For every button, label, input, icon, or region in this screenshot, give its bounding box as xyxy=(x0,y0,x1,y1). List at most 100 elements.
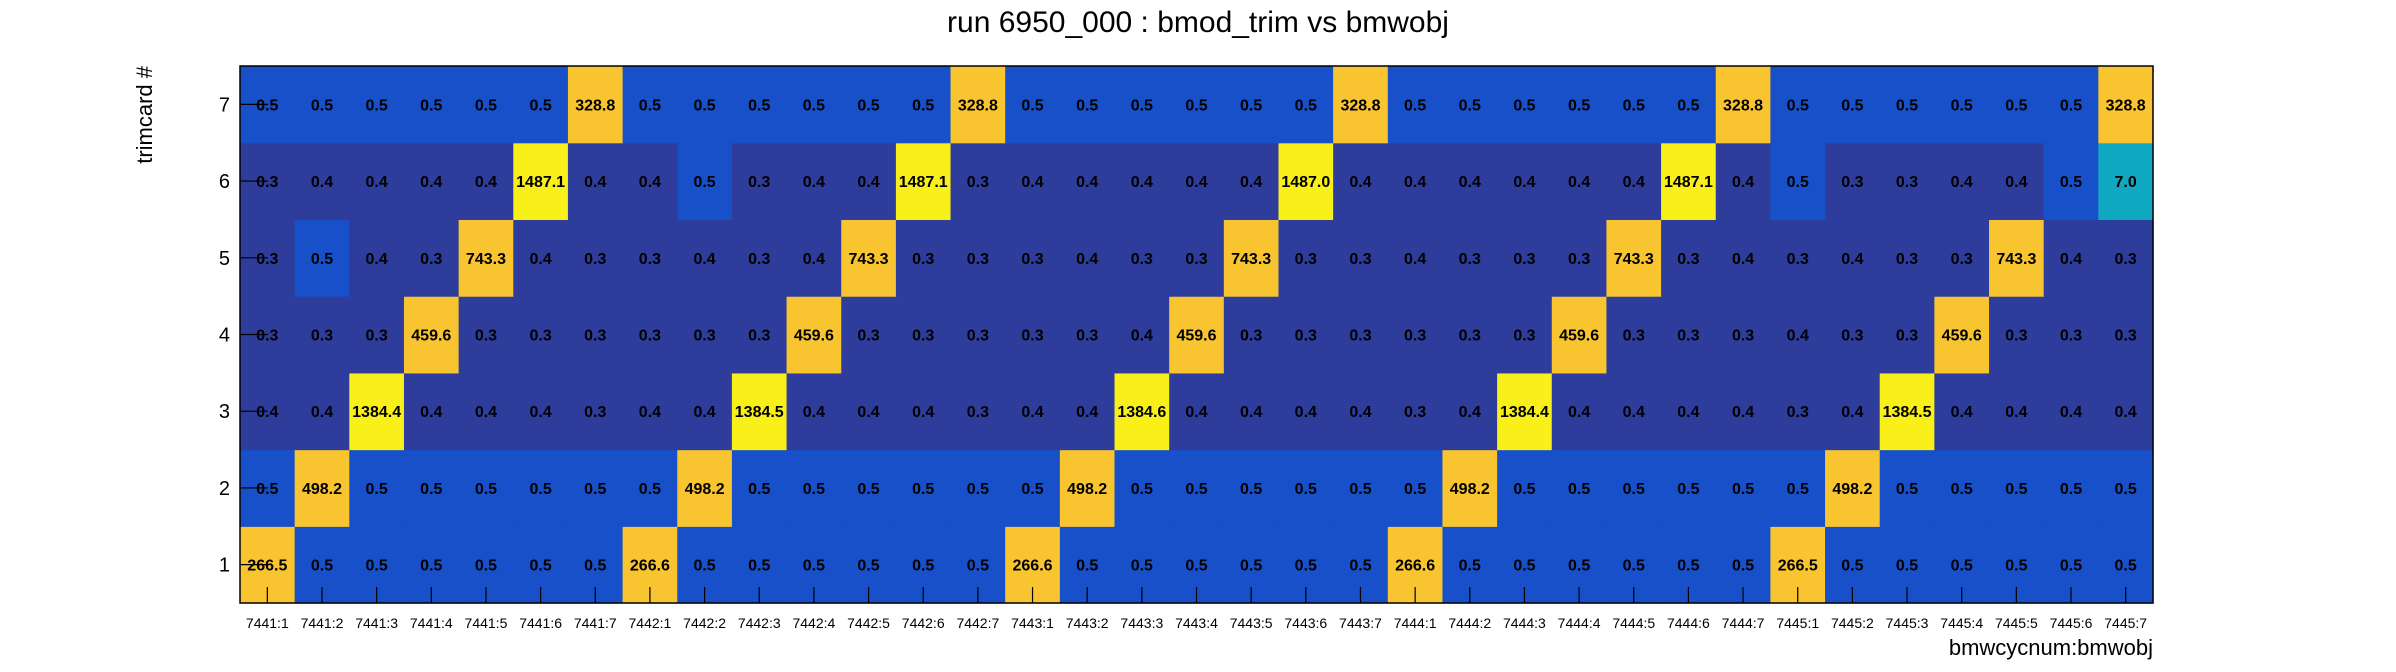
cell-value-label: 0.5 xyxy=(420,558,442,575)
cell-value-label: 328.8 xyxy=(958,97,998,114)
cell-value-label: 0.3 xyxy=(912,251,934,268)
heatmap-cell xyxy=(349,142,405,221)
heatmap-cell xyxy=(1278,372,1334,451)
heatmap-cell xyxy=(1825,66,1881,144)
cell-value-label: 498.2 xyxy=(1832,481,1872,498)
heatmap-cell xyxy=(895,219,952,297)
cell-value-label: 0.3 xyxy=(1896,328,1918,345)
heatmap-cell xyxy=(841,296,897,374)
cell-value-label: 0.5 xyxy=(420,97,442,114)
cell-value-label: 0.5 xyxy=(1131,481,1153,498)
cell-value-label: 0.3 xyxy=(366,328,388,345)
y-tick-label: 4 xyxy=(219,325,230,347)
heatmap-cell xyxy=(1661,219,1717,297)
heatmap-cell xyxy=(1333,219,1389,297)
cell-value-label: 0.5 xyxy=(2005,97,2027,114)
cell-value-label: 0.5 xyxy=(912,481,934,498)
cell-value-label: 0.5 xyxy=(1787,97,1809,114)
cell-value-label: 0.5 xyxy=(366,97,388,114)
heatmap-cell xyxy=(677,372,733,451)
cell-value-label: 0.3 xyxy=(693,328,715,345)
cell-value-label: 0.5 xyxy=(912,97,934,114)
cell-value-label: 266.6 xyxy=(1013,558,1053,575)
cell-value-label: 0.5 xyxy=(693,97,715,114)
heatmap-cell xyxy=(1715,142,1771,221)
cell-value-label: 0.4 xyxy=(2005,174,2027,191)
y-tick-label: 5 xyxy=(219,248,230,270)
heatmap-cell xyxy=(1442,296,1498,374)
heatmap-cell xyxy=(622,142,678,221)
heatmap-cell xyxy=(458,296,514,374)
cell-value-label: 0.5 xyxy=(1568,97,1590,114)
x-tick-label: 7444:6 xyxy=(1667,615,1710,631)
cell-value-label: 0.4 xyxy=(1841,404,1863,421)
heatmap-cell xyxy=(731,372,788,451)
cell-value-label: 0.4 xyxy=(1185,174,1207,191)
heatmap-cell xyxy=(1387,219,1444,297)
cell-value-label: 0.5 xyxy=(1568,481,1590,498)
heatmap-cell xyxy=(1715,372,1771,451)
heatmap-cell xyxy=(458,372,514,451)
cell-value-label: 328.8 xyxy=(1340,97,1380,114)
heatmap-cell xyxy=(513,219,569,297)
heatmap-cell xyxy=(1825,372,1881,451)
heatmap-cell xyxy=(950,142,1006,221)
cell-value-label: 0.3 xyxy=(584,328,606,345)
heatmap-cell xyxy=(1059,449,1116,527)
heatmap-cell xyxy=(1989,296,2045,374)
cell-value-label: 743.3 xyxy=(1996,251,2036,268)
heatmap-cell xyxy=(1278,296,1334,374)
cell-value-label: 0.5 xyxy=(639,481,661,498)
heatmap-cell xyxy=(1114,372,1170,451)
cell-value-label: 0.4 xyxy=(366,251,388,268)
x-tick-label: 7442:7 xyxy=(956,615,999,631)
cell-value-label: 0.3 xyxy=(748,251,770,268)
cell-value-label: 0.4 xyxy=(1021,404,1043,421)
heatmap-cell xyxy=(1934,296,1990,374)
heatmap-cell xyxy=(1387,449,1444,527)
heatmap-cell xyxy=(622,219,678,297)
cell-value-label: 0.3 xyxy=(1295,251,1317,268)
heatmap-cell xyxy=(567,219,624,297)
heatmap-cell xyxy=(622,449,678,527)
x-axis-label: bmwcycnum:bmwobj xyxy=(1949,635,2153,660)
cell-value-label: 0.4 xyxy=(1787,328,1809,345)
cell-value-label: 0.3 xyxy=(857,328,879,345)
heatmap-cell xyxy=(1606,372,1662,451)
heatmap-cell xyxy=(1551,296,1608,374)
heatmap-cell xyxy=(403,219,460,297)
heatmap-cell xyxy=(677,66,733,144)
cell-value-label: 0.5 xyxy=(1185,558,1207,575)
x-tick-label: 7445:1 xyxy=(1776,615,1819,631)
cell-value-label: 0.3 xyxy=(748,174,770,191)
heatmap-cell xyxy=(1005,219,1061,297)
cell-value-label: 0.4 xyxy=(529,404,551,421)
heatmap-cell xyxy=(731,296,788,374)
heatmap-cell xyxy=(349,219,405,297)
cell-value-label: 328.8 xyxy=(575,97,615,114)
cell-value-label: 0.5 xyxy=(639,97,661,114)
x-tick-label: 7443:3 xyxy=(1120,615,1163,631)
heatmap-cell xyxy=(1715,296,1771,374)
cell-value-label: 0.5 xyxy=(1185,97,1207,114)
heatmap-cell xyxy=(1442,372,1498,451)
heatmap-cell xyxy=(1770,372,1826,451)
heatmap-cell xyxy=(1223,66,1280,144)
heatmap-cell xyxy=(1770,219,1826,297)
cell-value-label: 0.5 xyxy=(693,558,715,575)
cell-value-label: 0.5 xyxy=(2060,558,2082,575)
heatmap-cell xyxy=(2043,296,2099,374)
heatmap-cell xyxy=(513,66,569,144)
cell-value-label: 0.5 xyxy=(1295,481,1317,498)
cell-value-label: 0.4 xyxy=(1732,174,1754,191)
cell-value-label: 0.5 xyxy=(475,558,497,575)
heatmap-cell xyxy=(1497,372,1553,451)
heatmap-cell xyxy=(458,219,514,297)
heatmap-cell xyxy=(1989,372,2045,451)
heatmap-cell xyxy=(1551,219,1608,297)
cell-value-label: 459.6 xyxy=(411,328,451,345)
y-tick-label: 6 xyxy=(219,171,230,193)
heatmap-cell xyxy=(567,372,624,451)
heatmap-cell xyxy=(2043,66,2099,144)
heatmap-cell xyxy=(1497,66,1553,144)
